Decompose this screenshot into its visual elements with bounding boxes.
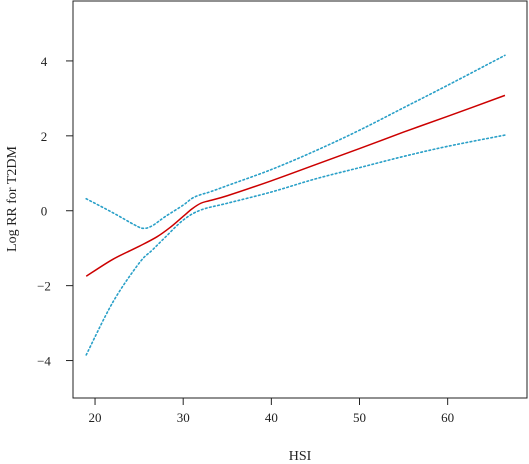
estimate-line [85, 94, 506, 277]
y-tick-label: 4 [41, 54, 48, 69]
x-axis-title: HSI [289, 449, 312, 464]
x-axis: 20 30 40 50 60 [89, 398, 454, 425]
x-tick-label: 20 [89, 410, 102, 425]
y-tick-label: 0 [41, 204, 48, 219]
y-axis: −4 −2 0 2 4 [37, 54, 73, 369]
upper-ci-line [85, 54, 506, 230]
y-tick-label: 2 [41, 129, 48, 144]
x-tick-label: 40 [265, 410, 278, 425]
y-tick-label: −2 [37, 279, 51, 294]
lower-ci-line [85, 134, 506, 356]
y-tick-label: −4 [37, 354, 51, 369]
x-tick-label: 50 [353, 410, 366, 425]
plot-frame [72, 0, 528, 399]
y-axis-title: Log RR for T2DM [5, 146, 20, 252]
x-tick-label: 60 [441, 410, 454, 425]
x-tick-label: 30 [177, 410, 190, 425]
series-group [85, 54, 506, 356]
